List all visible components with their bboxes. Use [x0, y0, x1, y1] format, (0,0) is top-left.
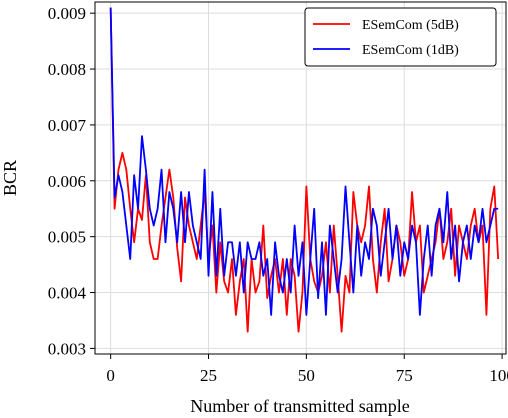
y-tick-label: 0.003 [48, 339, 86, 358]
x-tick-label: 75 [396, 366, 413, 385]
legend-label-1db: ESemCom (1dB) [362, 43, 459, 58]
y-tick-label: 0.004 [48, 284, 87, 303]
x-tick-label: 0 [106, 366, 115, 385]
y-tick-label: 0.009 [48, 4, 86, 23]
y-tick-label: 0.008 [48, 60, 86, 79]
plot-frame [94, 1, 507, 355]
x-axis-label: Number of transmitted sample [190, 396, 409, 416]
y-axis-label: BCR [0, 160, 20, 196]
ticks: 0 25 50 75 100 0.003 0.004 0.005 0.006 0.007 0.008… [48, 4, 508, 385]
series-line-1db [109, 7, 499, 316]
legend-box [304, 7, 497, 67]
x-tick-label: 25 [200, 366, 217, 385]
y-tick-label: 0.006 [48, 172, 86, 191]
legend-label-5db: ESemCom (5dB) [362, 18, 459, 33]
y-tick-label: 0.005 [48, 228, 86, 247]
x-tick-label: 100 [489, 366, 508, 385]
y-tick-label: 0.007 [48, 116, 87, 135]
legend: ESemCom (5dB) ESemCom (1dB) [304, 7, 497, 67]
series-lines [109, 7, 500, 333]
x-tick-label: 50 [298, 366, 315, 385]
